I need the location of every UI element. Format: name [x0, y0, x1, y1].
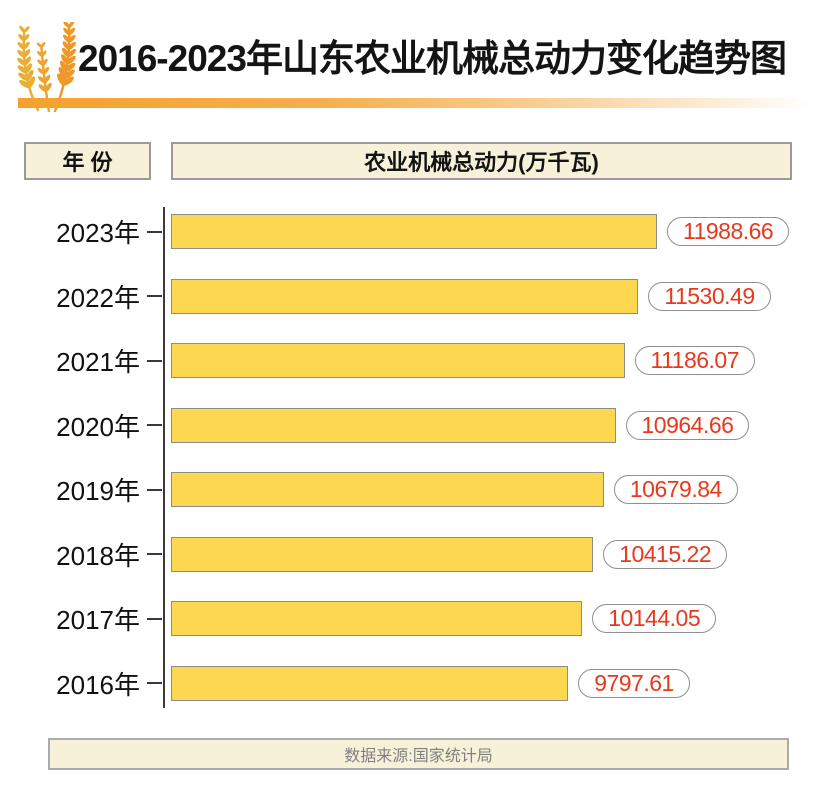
value-bar [171, 665, 569, 701]
chart-row: 2021年 11186.07 [0, 336, 830, 385]
year-label: 2019年 [56, 476, 140, 506]
axis-tick [147, 424, 162, 426]
page-title: 2016-2023年山东农业机械总动力变化趋势图 [78, 38, 787, 79]
year-label: 2016年 [56, 669, 140, 700]
value-label-pill: 11530.49 [648, 281, 771, 311]
title-accent-rule [18, 98, 812, 108]
axis-tick [147, 682, 162, 684]
data-source-bar: 数据来源:国家统计局 [48, 738, 789, 770]
chart-row: 2016年 9797.61 [0, 659, 830, 708]
year-label: 2018年 [56, 540, 140, 571]
year-label: 2021年 [56, 347, 140, 377]
axis-tick [147, 553, 162, 555]
value-label-pill: 10415.22 [603, 539, 728, 569]
value-label-pill: 11988.66 [667, 217, 790, 246]
chart-row: 2019年 10679.84 [0, 465, 830, 514]
chart-row: 2018年 10415.22 [0, 530, 830, 579]
year-label: 2017年 [56, 605, 140, 635]
chart-row: 2022年 11530.49 [0, 272, 830, 321]
chart-row: 2023年 11988.66 [0, 207, 830, 256]
year-label: 2022年 [56, 282, 140, 313]
axis-tick [147, 295, 162, 297]
year-label: 2023年 [56, 218, 140, 248]
value-bar [171, 407, 616, 443]
axis-tick [147, 617, 162, 620]
value-column-header: 农业机械总动力(万千瓦) [171, 142, 792, 180]
year-column-header: 年 份 [24, 142, 151, 180]
value-label-pill: 10679.84 [613, 475, 738, 504]
axis-tick [147, 488, 162, 491]
value-bar [171, 214, 657, 249]
value-label-pill: 10144.05 [592, 604, 717, 633]
value-label-pill: 9797.61 [578, 668, 690, 698]
value-bar [171, 472, 604, 507]
axis-tick [147, 359, 162, 362]
value-bar [171, 278, 639, 314]
value-label-pill: 11186.07 [634, 346, 756, 375]
chart-row: 2020年 10964.66 [0, 401, 830, 450]
value-bar [171, 601, 583, 636]
bar-chart: 2023年 11988.66 2022年 11530.49 2021年 1118… [0, 207, 830, 723]
y-axis-line [163, 207, 165, 708]
chart-row: 2017年 10144.05 [0, 594, 830, 643]
value-bar [171, 343, 625, 378]
year-label: 2020年 [56, 411, 140, 442]
axis-tick [147, 230, 162, 233]
value-bar [171, 536, 594, 572]
value-label-pill: 10964.66 [625, 410, 750, 440]
